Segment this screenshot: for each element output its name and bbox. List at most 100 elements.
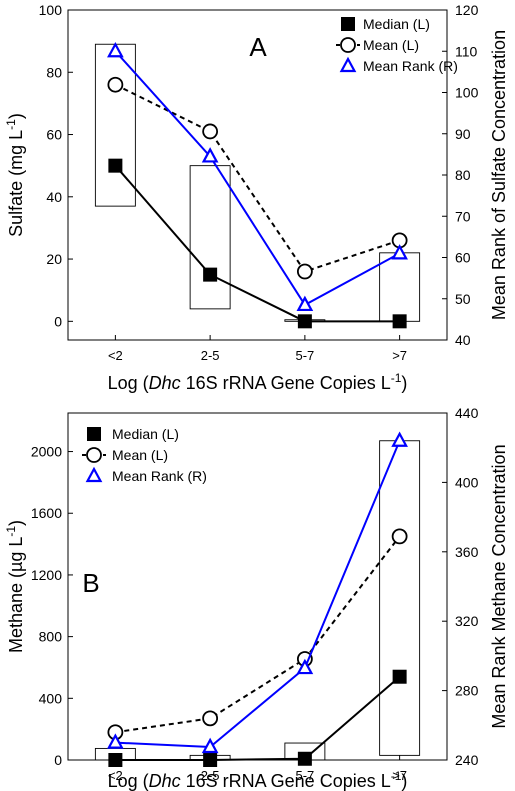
- series-line-circle: [115, 535, 401, 734]
- legend-marker-triangle: [339, 56, 357, 73]
- data-point-triangle: [201, 147, 219, 163]
- data-point-triangle: [296, 658, 314, 675]
- chart-panel-a: 0 20 40 60 80 100 40 50 60 70 80 90 100 110 120 <2 2-5 5-…: [4, 2, 509, 393]
- label-part: Dhc: [149, 373, 181, 393]
- y-tick-label: 1200: [31, 567, 62, 583]
- legend-label: Mean (L): [112, 447, 168, 463]
- label-part: -1: [391, 371, 402, 385]
- data-point-square: [108, 753, 123, 767]
- label-part: ): [6, 113, 26, 119]
- label-part: 16S rRNA Gene Copies L: [181, 771, 391, 791]
- y2-tick-label: 320: [455, 613, 479, 629]
- label-part: Methane (µg L: [6, 537, 26, 653]
- legend-label: Mean Rank (R): [363, 58, 458, 74]
- legend-marker-circle: [86, 447, 102, 463]
- label-part: Log (: [108, 771, 149, 791]
- y-tick-label: 100: [39, 2, 63, 18]
- y2-tick-label: 400: [455, 474, 479, 490]
- x-tick-label: 5-7: [295, 768, 314, 783]
- data-point-square: [108, 158, 123, 173]
- y2-tick-label: 60: [455, 250, 471, 266]
- legend-marker-square: [87, 427, 101, 441]
- y-tick-label: 20: [46, 251, 62, 267]
- x-axis-label: Log (Dhc 16S rRNA Gene Copies L-1): [108, 769, 408, 791]
- label-part: -1: [4, 119, 18, 130]
- range-box: [379, 252, 421, 322]
- y-tick-label: 60: [46, 127, 62, 143]
- label-part: Sulfate (mg L: [6, 130, 26, 237]
- series-line-circle: [114, 83, 400, 273]
- y2-tick-label: 240: [455, 752, 479, 768]
- y2-axis-label: Mean Rank Methane Concentration: [489, 444, 509, 728]
- x-axis-label: Log (Dhc 16S rRNA Gene Copies L-1): [108, 371, 408, 393]
- data-point-square: [203, 267, 218, 282]
- y-tick-label: 800: [39, 629, 63, 645]
- y2-tick-label: 50: [455, 291, 471, 307]
- y-axis-label: Methane (µg L-1): [4, 520, 26, 653]
- y-axis-label: Sulfate (mg L-1): [4, 113, 26, 237]
- data-point-triangle: [107, 41, 124, 58]
- x-tick-label: 5-7: [295, 348, 314, 363]
- data-point-triangle: [391, 244, 408, 260]
- x-tick-label: 2-5: [201, 348, 220, 363]
- y-tick-label: 400: [39, 690, 63, 706]
- label-part: -1: [4, 526, 18, 537]
- y2-axis-label: Mean Rank of Sulfate Concentration: [489, 30, 509, 320]
- y2-tick-label: 100: [455, 85, 479, 101]
- y2-tick-label: 90: [455, 126, 471, 142]
- y2-tick-label: 80: [455, 167, 471, 183]
- data-point-circle: [107, 76, 124, 93]
- label-part: Log (: [108, 373, 149, 393]
- y-tick-label: 2000: [31, 444, 62, 460]
- panel-letter: A: [249, 32, 267, 62]
- legend-label: Mean Rank (R): [112, 468, 207, 484]
- panel-letter: B: [82, 568, 99, 598]
- y-tick-label: 1600: [31, 505, 62, 521]
- legend-marker-triangle: [85, 466, 103, 483]
- y2-tick-label: 120: [455, 2, 479, 18]
- label-part: Dhc: [149, 771, 181, 791]
- x-tick-label: >7: [392, 348, 407, 363]
- data-point-circle: [296, 263, 313, 280]
- x-tick-label: 2-5: [201, 768, 220, 783]
- data-point-triangle: [107, 733, 124, 749]
- data-point-circle: [391, 528, 408, 545]
- legend-label: Median (L): [363, 16, 430, 32]
- data-point-square: [203, 753, 218, 767]
- y2-tick-label: 440: [455, 405, 479, 421]
- data-point-circle: [202, 123, 219, 140]
- y-tick-label: 80: [46, 64, 62, 80]
- series-line-triangle: [114, 50, 401, 307]
- data-point-square: [392, 314, 407, 329]
- series-line-square: [114, 165, 400, 323]
- y-tick-label: 0: [54, 752, 62, 768]
- legend-label: Median (L): [112, 426, 179, 442]
- data-point-triangle: [391, 431, 408, 447]
- y-tick-label: 0: [54, 313, 62, 329]
- data-point-triangle: [201, 737, 219, 754]
- label-part: 16S rRNA Gene Copies L: [181, 373, 391, 393]
- y2-tick-label: 280: [455, 683, 479, 699]
- y2-tick-label: 40: [455, 332, 471, 348]
- data-point-square: [297, 314, 312, 329]
- x-tick-label: >7: [392, 768, 407, 783]
- y2-tick-label: 70: [455, 208, 471, 224]
- label-part: ): [401, 771, 407, 791]
- range-box: [379, 440, 421, 756]
- legend-label: Mean (L): [363, 37, 419, 53]
- chart-panel-b: 0 400 800 1200 1600 2000 240 280 320 360 400 440 <2 2…: [4, 405, 509, 791]
- x-tick-label: <2: [108, 348, 123, 363]
- y2-tick-label: 360: [455, 544, 479, 560]
- series-line-square: [115, 675, 401, 761]
- label-part: ): [6, 520, 26, 526]
- y2-tick-label: 110: [455, 43, 478, 59]
- label-part: -1: [391, 769, 402, 783]
- x-tick-label: <2: [108, 768, 123, 783]
- data-point-square: [297, 751, 312, 766]
- data-point-triangle: [296, 295, 314, 312]
- data-point-circle: [202, 710, 219, 727]
- data-point-square: [392, 669, 407, 684]
- range-box: [189, 165, 231, 310]
- legend-marker-square: [341, 17, 355, 31]
